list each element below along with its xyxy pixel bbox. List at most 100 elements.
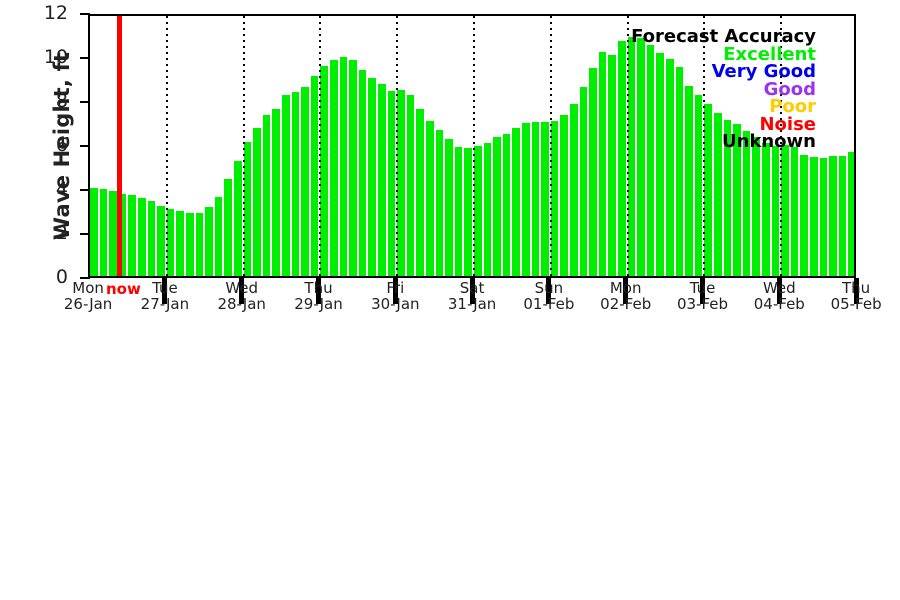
bar	[522, 123, 530, 276]
x-axis-day-name: Mon	[609, 279, 642, 297]
bar	[464, 148, 473, 276]
day-separator	[473, 16, 475, 276]
bar	[330, 60, 338, 276]
x-axis-date: 26-Jan	[63, 295, 113, 313]
y-axis-tick-label: 4	[55, 178, 68, 200]
bar	[531, 122, 540, 276]
bar	[349, 60, 357, 276]
bar	[368, 78, 377, 276]
x-axis-date: 03-Feb	[676, 295, 729, 313]
day-separator	[319, 16, 322, 276]
legend-title: Forecast Accuracy	[631, 26, 816, 47]
y-axis-tick-label: 6	[55, 134, 68, 156]
bar	[656, 52, 665, 276]
x-axis-day-label: Sat 31-Jan	[434, 280, 511, 312]
bar	[118, 193, 127, 276]
bar	[800, 155, 809, 276]
bar	[186, 213, 194, 276]
bar	[771, 146, 780, 276]
bar	[752, 137, 761, 276]
bar	[560, 115, 569, 276]
bar	[243, 141, 252, 276]
x-axis-date: 31-Jan	[447, 295, 497, 313]
x-axis-day-label: Mon 26-Jan	[50, 280, 127, 312]
day-separator	[242, 16, 245, 276]
day-separator	[703, 16, 706, 276]
bar	[358, 70, 367, 276]
bar	[128, 194, 137, 276]
bar	[618, 40, 626, 276]
bar	[627, 37, 636, 276]
x-axis-day-tick	[392, 278, 398, 304]
x-axis-day-name: Tue	[689, 279, 716, 297]
x-axis-day-label: Fri 30-Jan	[357, 280, 434, 312]
legend-item-unknown: Unknown	[721, 131, 816, 152]
bar	[598, 51, 607, 276]
x-axis-day-tick	[699, 278, 705, 304]
bar	[512, 127, 521, 276]
y-axis-tick	[80, 57, 90, 59]
bar	[675, 67, 684, 276]
y-axis-tick-label: 8	[55, 90, 68, 112]
bar	[714, 113, 722, 276]
y-axis-tick	[80, 277, 90, 279]
legend-item-good: Good	[763, 78, 816, 100]
bar	[704, 104, 713, 276]
bar	[282, 94, 290, 276]
bar	[550, 120, 559, 276]
y-axis-tick-label: 10	[43, 46, 68, 68]
bar	[195, 213, 204, 276]
bar	[454, 147, 463, 276]
x-axis-day-label: Mon 02-Feb	[587, 280, 664, 312]
y-axis-tick	[80, 233, 90, 235]
x-axis-day-name: Thu	[304, 279, 333, 297]
legend-item-excellent: Excellent	[723, 43, 816, 65]
bar	[493, 137, 501, 276]
bar	[166, 208, 175, 276]
bar	[541, 122, 549, 276]
bar	[253, 127, 261, 276]
bar	[838, 156, 847, 276]
y-axis-tick	[80, 13, 90, 15]
bar	[157, 205, 165, 276]
x-axis-day-label: Tue 03-Feb	[664, 280, 741, 312]
bar	[848, 151, 854, 276]
bar-series	[90, 16, 854, 276]
legend-items: Excellent Very Good Good Poor Noise Unknown	[631, 43, 816, 152]
bar	[90, 188, 98, 276]
now-marker-line	[116, 16, 122, 276]
bar	[262, 115, 271, 276]
bar	[445, 138, 453, 276]
day-separator	[626, 16, 629, 276]
bar	[742, 130, 751, 276]
bar	[819, 158, 828, 276]
day-separator	[780, 16, 783, 276]
day-separator	[396, 16, 399, 276]
x-axis-day-name: Fri	[386, 279, 405, 297]
x-axis-day-label: Thu 05-Feb	[818, 280, 895, 312]
x-axis-date: 28-Jan	[217, 295, 266, 313]
x-axis-day-label: Wed 04-Feb	[741, 280, 818, 312]
x-axis-day-name: Wed	[762, 279, 796, 297]
bar	[99, 189, 108, 276]
y-axis-tick-label: 2	[55, 222, 68, 244]
x-axis-day-name: Thu	[842, 279, 871, 297]
legend: Forecast Accuracy Excellent Very Good Good…	[631, 28, 816, 151]
legend-item-poor: Poor	[769, 96, 816, 117]
bar	[291, 92, 300, 276]
x-axis-date: 30-Jan	[371, 295, 420, 313]
x-axis-date: 04-Feb	[753, 295, 805, 313]
day-separator	[549, 16, 552, 276]
legend-item-very-good: Very Good	[711, 61, 816, 82]
bar	[138, 197, 146, 276]
bar	[214, 196, 223, 276]
x-axis-date: 05-Feb	[830, 295, 882, 313]
bar	[205, 206, 213, 276]
bar	[147, 201, 156, 276]
x-axis-day-tick	[239, 278, 245, 304]
y-axis-tick	[80, 189, 90, 191]
bar	[426, 120, 434, 276]
bar	[474, 146, 482, 276]
bar	[387, 91, 396, 276]
